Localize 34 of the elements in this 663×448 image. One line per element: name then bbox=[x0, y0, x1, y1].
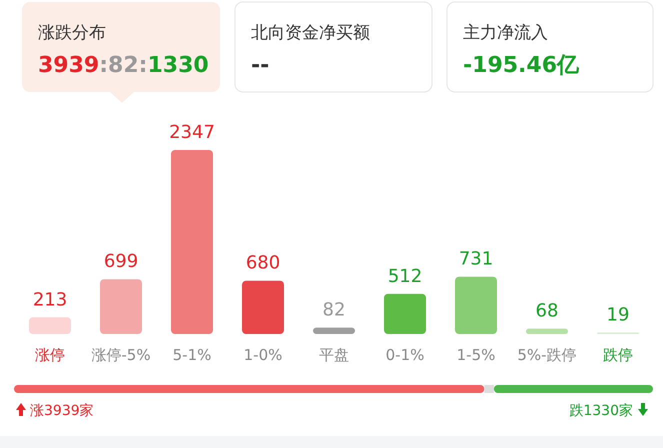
data-label: 680 bbox=[246, 252, 280, 274]
bar bbox=[171, 150, 213, 334]
bar bbox=[384, 294, 426, 334]
text: 涨3939家 bbox=[30, 403, 94, 419]
x-tick-label: 5-1% bbox=[172, 346, 212, 364]
text: -195.46亿 bbox=[463, 53, 580, 78]
x-tick-label: 1-0% bbox=[244, 346, 282, 364]
bar bbox=[242, 280, 284, 334]
text: 涨跌分布 bbox=[38, 23, 106, 43]
bar bbox=[29, 317, 71, 334]
text: 北向资金净买额 bbox=[251, 23, 370, 43]
x-tick-label: 0-1% bbox=[386, 346, 424, 364]
data-label: 731 bbox=[458, 248, 494, 270]
data-label: 512 bbox=[388, 266, 422, 287]
x-tick-label: 5%-跌停 bbox=[517, 346, 577, 364]
x-tick-label: 涨停-5% bbox=[91, 346, 151, 364]
x-tick-label: 1-5% bbox=[456, 346, 496, 364]
text: 跌1330家 bbox=[569, 403, 633, 419]
data-label: 19 bbox=[606, 304, 630, 326]
bar bbox=[313, 328, 355, 334]
x-tick-label: 平盘 bbox=[319, 346, 349, 364]
text: -- bbox=[251, 53, 270, 78]
x-tick-label: 跌停 bbox=[603, 346, 633, 364]
data-label: 2347 bbox=[169, 122, 215, 143]
bar bbox=[526, 328, 568, 334]
bar bbox=[100, 279, 142, 334]
text: 主力净流入 bbox=[463, 23, 548, 43]
data-label: 82 bbox=[322, 300, 346, 321]
x-tick-label: 涨停 bbox=[35, 346, 65, 364]
data-label: 213 bbox=[32, 289, 68, 310]
data-label: 68 bbox=[536, 300, 558, 322]
text: 3939:82:1330 bbox=[38, 53, 209, 78]
bar bbox=[455, 276, 497, 334]
data-label: 699 bbox=[104, 251, 138, 272]
